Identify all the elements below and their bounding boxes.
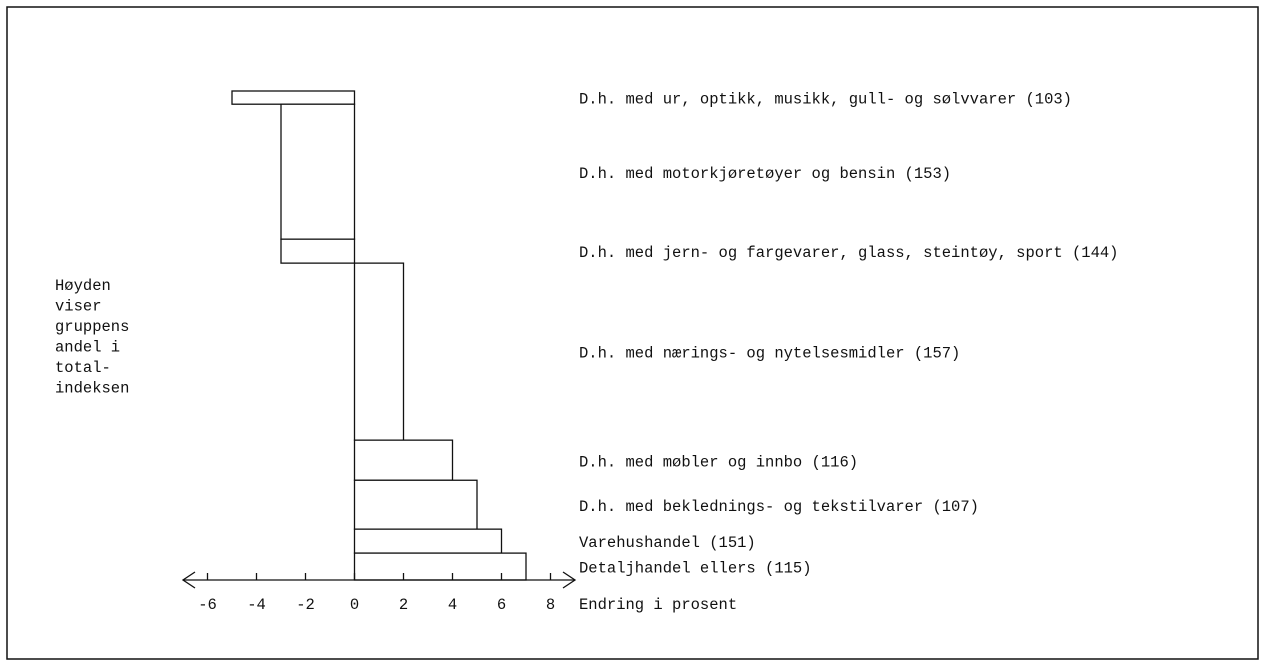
bar [353,552,527,581]
bar [231,90,356,105]
y-note-line: Høyden [55,277,111,295]
bar [353,479,478,530]
bar [353,262,405,441]
category-label: Varehushandel (151) [579,534,756,552]
frame [6,6,1259,660]
x-tick-label: -6 [198,596,217,614]
x-tick-label: -2 [296,596,315,614]
y-note-line: andel i [55,339,120,357]
category-label: D.h. med jern- og fargevarer, glass, ste… [579,244,1119,262]
bar [280,103,356,240]
x-tick-label: -4 [247,596,266,614]
x-tick-label: 4 [448,596,457,614]
category-label: Detaljhandel ellers (115) [579,560,812,578]
bar [280,238,356,264]
x-tick-label: 2 [399,596,408,614]
y-note-line: gruppens [55,318,129,336]
axis-arrow [562,571,577,589]
category-label: D.h. med motorkjøretøyer og bensin (153) [579,165,951,183]
bar [353,528,503,554]
category-label: D.h. med nærings- og nytelsesmidler (157… [579,345,960,363]
bar [353,439,454,481]
y-note-line: indeksen [55,380,129,398]
x-tick-label: 0 [350,596,359,614]
category-label: D.h. med møbler og innbo (116) [579,453,858,471]
y-note-line: viser [55,298,102,316]
category-label: D.h. med beklednings- og tekstilvarer (1… [579,498,979,516]
y-note-line: total- [55,359,111,377]
axis-arrow [181,571,196,589]
x-axis-label: Endring i prosent [579,596,737,614]
x-tick-label: 6 [497,596,506,614]
x-tick-label: 8 [546,596,555,614]
category-label: D.h. med ur, optikk, musikk, gull- og sø… [579,91,1072,109]
